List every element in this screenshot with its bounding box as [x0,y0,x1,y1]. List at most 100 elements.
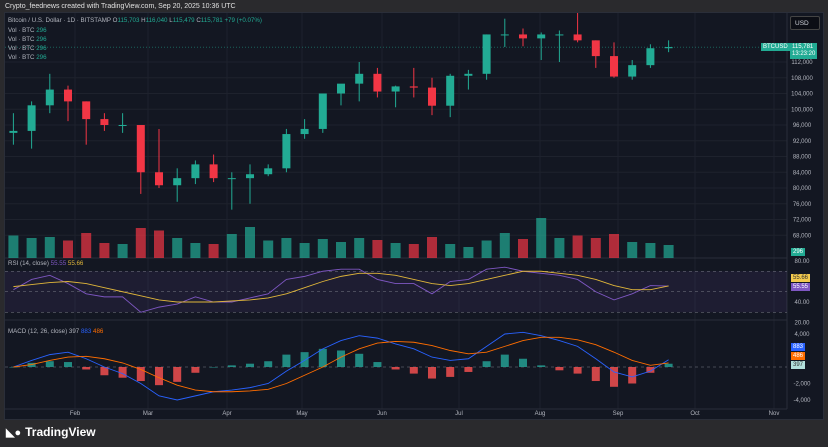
rsi-line [13,266,669,313]
high-label: H [141,17,146,24]
open-label: O [112,17,118,24]
rsi-tag: 55.55 [791,283,811,291]
macd-histogram-bar [428,367,436,379]
macd-histogram-bar [9,367,18,368]
tv-logo-icon: ◣● [6,426,22,439]
volume-bar [117,244,128,258]
volume-bar [226,234,237,258]
vol-label: Vol · BTC [8,45,35,52]
candle-body [482,34,491,74]
bar-countdown: 13:23:20 [792,51,816,57]
rsi-value: 55.55 [50,260,67,267]
candle-body [664,47,673,49]
high-value: 116,040 [145,17,168,24]
volume-bar [281,238,292,258]
volume-bar [427,237,437,258]
macd-histogram-bar [519,358,527,367]
volume-bar [154,230,164,258]
price-tick-label: 80,000 [793,186,812,192]
vol-row: Vol · BTC 296 [8,26,47,35]
volume-bar [536,218,547,258]
macd-tick-label: -2,000 [793,382,811,388]
rsi-legend: RSI (14, close) 55.55 55.66 [8,260,83,267]
x-tick-label: Oct [690,411,700,417]
candle-body [173,178,182,186]
symbol-price-tag: BTCUSD [761,43,790,51]
volume-bar [572,235,583,258]
volume-bar [135,228,146,258]
vol-label: Vol · BTC [8,36,35,43]
rsi-label: RSI (14, close) [8,260,49,267]
x-tick-label: Jun [377,411,387,417]
price-tick-label: 104,000 [791,92,813,98]
volume-bar [499,233,510,258]
x-tick-label: Mar [143,411,153,417]
macd-legend: MACD (12, 26, close) 397 883 486 [8,328,103,335]
candle-body [82,101,91,120]
candle-body [628,65,637,77]
volume-bar [172,238,183,258]
candle-body [64,89,72,102]
low-value: 115,479 [172,17,195,24]
last-price-tag: 115,781 13:23:20 [790,43,818,59]
volume-bar [663,245,674,258]
macd-histogram-bar [500,354,509,367]
macd-histogram-bar [337,350,345,367]
price-tick-label: 84,000 [793,170,812,176]
candle-body [500,34,509,36]
price-tick-label: 108,000 [791,76,813,82]
volume-legends: Vol · BTC 296 Vol · BTC 296 Vol · BTC 29… [8,26,47,62]
x-tick-label: Feb [70,411,81,417]
macd-histogram-bar [482,361,491,367]
volume-bar [554,238,565,258]
candle-body [646,48,655,66]
candle-body [391,86,400,92]
candle-body [373,73,382,92]
rsi-ma-value: 55.66 [67,260,84,267]
x-tick-label: May [296,411,307,417]
price-tick-label: 72,000 [793,218,812,224]
candle-body [246,174,254,179]
macd-histogram-bar [82,367,91,370]
vol-row: Vol · BTC 296 [8,35,47,44]
macd-histogram-bar [391,367,400,370]
currency-button[interactable]: USD [790,16,820,30]
volume-bar [263,240,274,258]
candle-body [591,40,600,57]
rsi-tick-label: 80.00 [794,259,810,265]
candle-body [227,178,236,180]
chart-canvas[interactable]: Feb Mar Apr May Jun Jul Aug Sep Oct Nov 112,000 108… [5,13,825,421]
candle-body [209,164,218,179]
candle-body [27,105,36,131]
macd-tick-label: 4,000 [794,332,810,338]
close-label: C [196,17,201,24]
candle-body [537,34,546,39]
signal-line [13,336,669,393]
vol-value: 296 [36,27,47,34]
candle-body [428,87,436,106]
macd-histogram-bar [555,367,564,371]
volume-bar [299,243,310,258]
macd-histogram-bar [628,367,637,384]
macd-tick-label: -4,000 [793,398,811,404]
price-tick-label: 100,000 [791,107,813,113]
candle-body [318,93,327,129]
close-value: 115,781 [200,17,223,24]
vol-value: 296 [36,45,47,52]
candle-body [264,168,273,175]
candle-body [519,34,527,39]
macd-histogram-bar [446,367,455,377]
macd-histogram-bar [282,354,291,367]
brand-name: TradingView [25,425,96,439]
footer-bar [0,420,828,447]
candle-body [100,119,109,125]
price-tick-label: 68,000 [793,233,812,239]
volume-bar [609,234,619,258]
change-value: +79 (+0.07%) [224,17,262,24]
tradingview-logo[interactable]: ◣● TradingView [6,425,96,439]
vol-value: 296 [36,54,47,61]
candle-body [355,73,364,84]
vol-label: Vol · BTC [8,27,35,34]
chart-area[interactable]: Feb Mar Apr May Jun Jul Aug Sep Oct Nov 112,000 108… [4,12,824,420]
candle-body [409,86,418,88]
